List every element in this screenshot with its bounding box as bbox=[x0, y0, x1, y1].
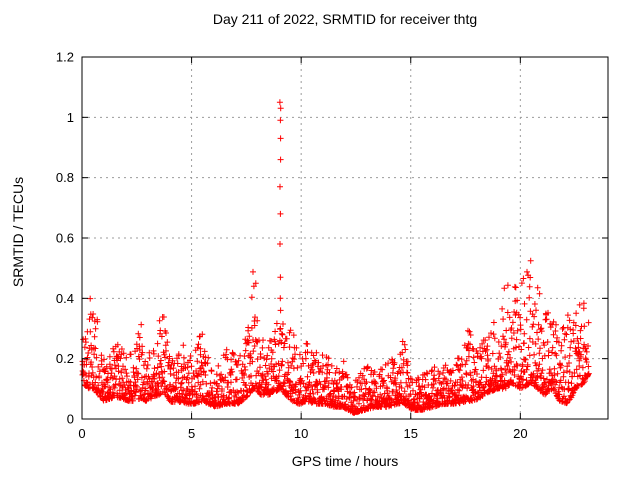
y-tick-label: 0.2 bbox=[56, 351, 74, 366]
x-tick-label: 5 bbox=[188, 426, 195, 441]
x-axis-label: GPS time / hours bbox=[291, 453, 399, 469]
y-tick-label: 0.4 bbox=[56, 291, 74, 306]
x-tick-label: 20 bbox=[513, 426, 527, 441]
y-tick-label: 0.6 bbox=[56, 231, 74, 246]
y-tick-label: 0 bbox=[67, 412, 74, 427]
x-tick-label: 10 bbox=[294, 426, 308, 441]
x-tick-label: 15 bbox=[404, 426, 418, 441]
y-tick-label: 0.8 bbox=[56, 170, 74, 185]
y-tick-label: 1.2 bbox=[56, 50, 74, 65]
chart-title: Day 211 of 2022, SRMTID for receiver tht… bbox=[212, 11, 478, 27]
x-tick-label: 0 bbox=[78, 426, 85, 441]
scatter-points bbox=[79, 99, 592, 416]
y-tick-label: 1 bbox=[67, 110, 74, 125]
